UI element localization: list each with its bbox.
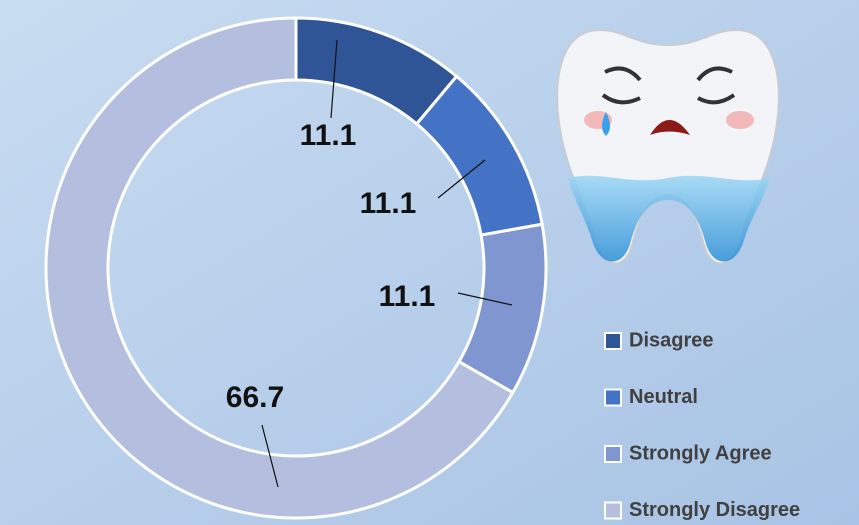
- legend-label: Neutral: [629, 386, 698, 408]
- legend-label: Strongly Disagree: [629, 499, 800, 521]
- legend-swatch: [605, 446, 621, 462]
- legend-swatch: [605, 503, 621, 519]
- chart: 11.1 11.1 11.1 66.7 Disagree Neutral Strongly …: [0, 0, 859, 525]
- data-label: 11.1: [300, 119, 357, 152]
- data-label: 66.7: [226, 381, 284, 414]
- data-label: 11.1: [360, 187, 417, 220]
- legend-label: Disagree: [629, 329, 714, 351]
- legend-label: Strongly Agree: [629, 442, 772, 464]
- legend-swatch: [605, 390, 621, 406]
- legend-swatch: [605, 333, 621, 349]
- data-label: 11.1: [379, 280, 436, 313]
